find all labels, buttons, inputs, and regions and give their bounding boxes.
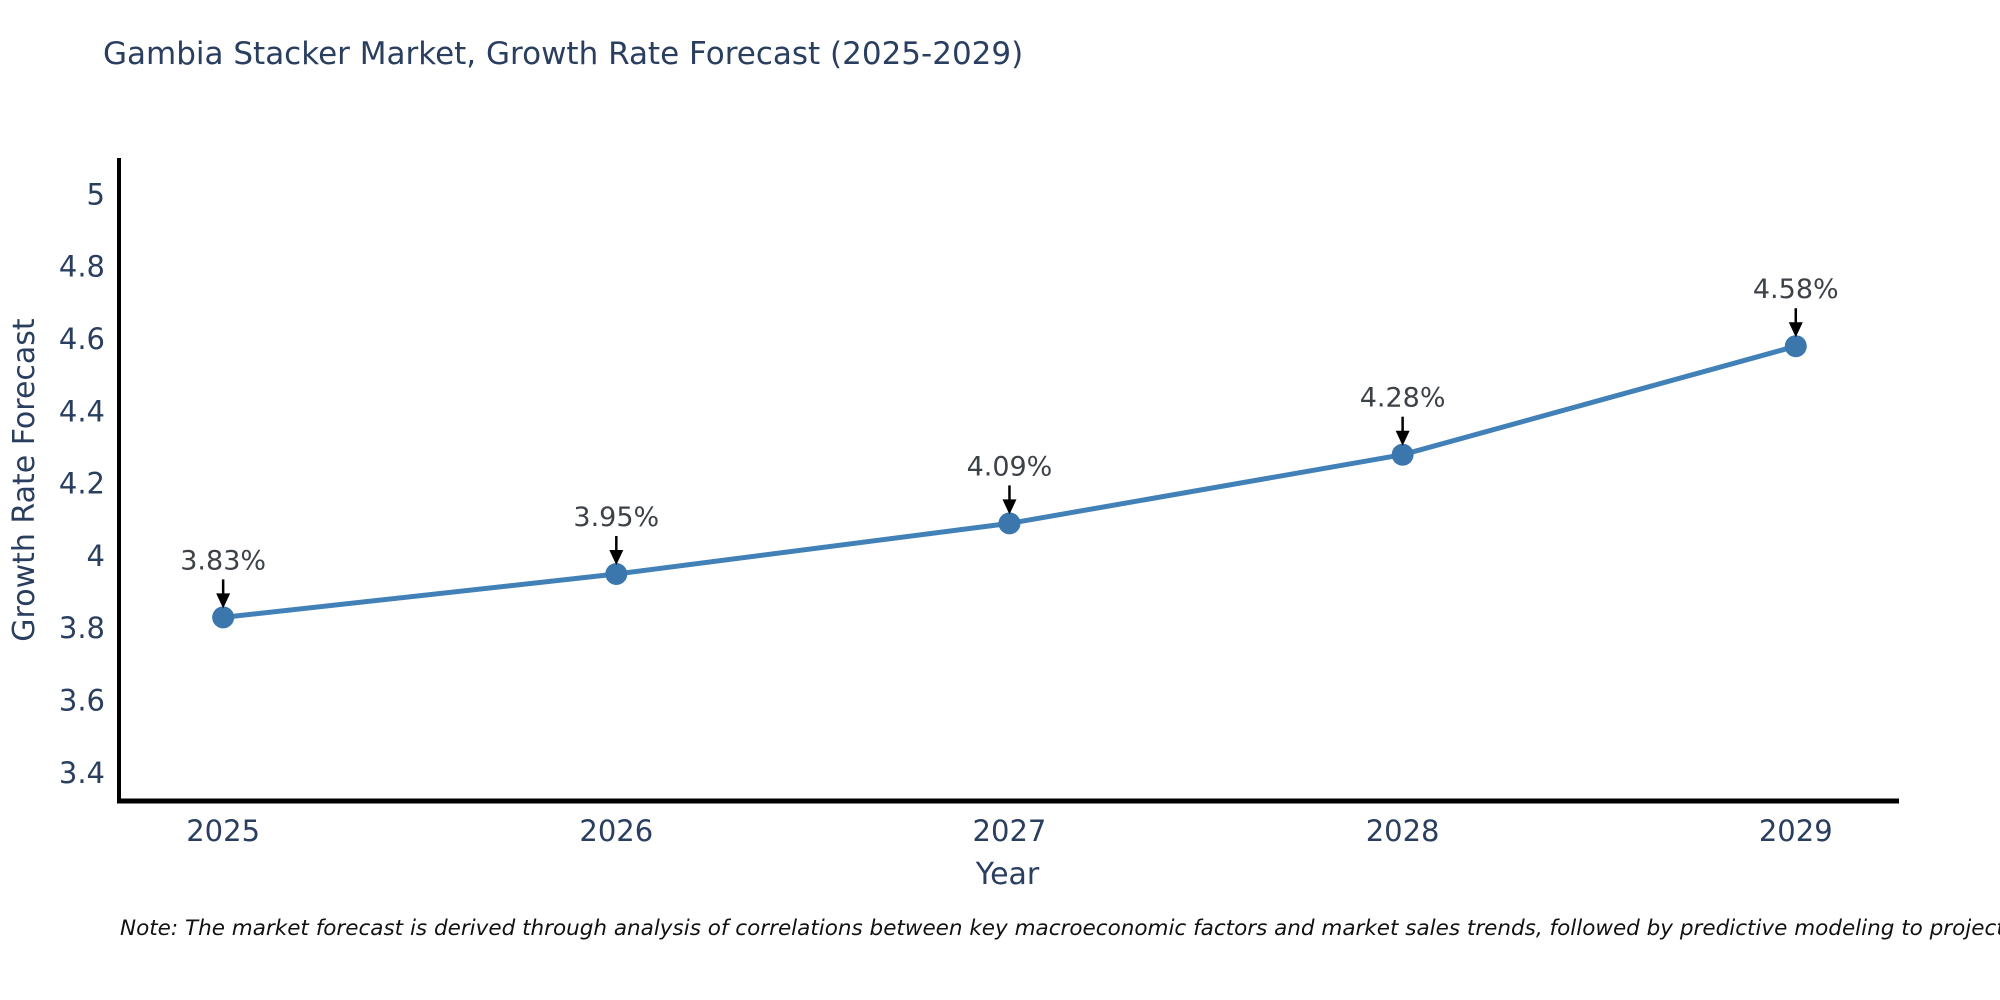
x-axis-title: Year [975, 857, 1040, 892]
annotation-label-2026: 3.95% [573, 502, 659, 533]
y-tick-label-4.4: 4.4 [59, 394, 105, 428]
y-tick-label-3.8: 3.8 [59, 611, 105, 645]
x-tick-label-2026: 2026 [579, 814, 653, 848]
annotation-arrowhead-2025 [216, 593, 231, 609]
data-point-2027 [998, 512, 1021, 535]
y-tick-label-4.2: 4.2 [59, 467, 105, 501]
y-tick-label-5: 5 [87, 177, 105, 211]
x-tick-label-2028: 2028 [1366, 814, 1440, 848]
annotation-label-2029: 4.58% [1753, 274, 1839, 305]
x-tick-label-2029: 2029 [1759, 814, 1833, 848]
y-tick-label-3.4: 3.4 [59, 756, 105, 790]
annotation-label-2027: 4.09% [967, 451, 1053, 482]
y-tick-label-4.8: 4.8 [59, 250, 105, 284]
annotation-label-2025: 3.83% [180, 545, 266, 576]
y-tick-label-3.6: 3.6 [59, 684, 105, 718]
x-tick-label-2025: 2025 [186, 814, 260, 848]
data-point-2025 [212, 606, 235, 629]
annotation-arrowhead-2027 [1002, 499, 1017, 515]
y-axis-title: Growth Rate Forecast [7, 318, 42, 642]
annotation-arrowhead-2028 [1395, 430, 1410, 446]
annotation-arrowhead-2026 [609, 550, 624, 566]
data-point-2028 [1391, 443, 1414, 466]
chart-title: Gambia Stacker Market, Growth Rate Forec… [103, 36, 1024, 72]
annotation-label-2028: 4.28% [1360, 383, 1446, 414]
data-point-2026 [605, 563, 628, 586]
y-tick-label-4.6: 4.6 [59, 322, 105, 356]
y-tick-label-4: 4 [87, 539, 105, 573]
annotation-arrowhead-2029 [1788, 322, 1803, 338]
x-tick-label-2027: 2027 [973, 814, 1047, 848]
footnote: Note: The market forecast is derived thr… [120, 916, 2000, 941]
data-point-2029 [1784, 335, 1807, 358]
